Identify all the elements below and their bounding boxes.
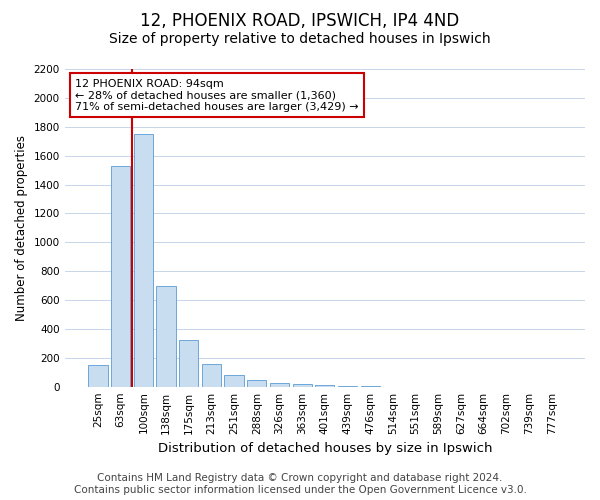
Y-axis label: Number of detached properties: Number of detached properties [15, 135, 28, 321]
X-axis label: Distribution of detached houses by size in Ipswich: Distribution of detached houses by size … [158, 442, 492, 455]
Text: Contains HM Land Registry data © Crown copyright and database right 2024.
Contai: Contains HM Land Registry data © Crown c… [74, 474, 526, 495]
Bar [202, 364, 221, 386]
Text: 12, PHOENIX ROAD, IPSWICH, IP4 4ND: 12, PHOENIX ROAD, IPSWICH, IP4 4ND [140, 12, 460, 30]
Text: Size of property relative to detached houses in Ipswich: Size of property relative to detached ho… [109, 32, 491, 46]
Bar [88, 365, 107, 386]
Bar [293, 384, 312, 386]
Bar [224, 375, 244, 386]
Bar [315, 385, 334, 386]
Bar [247, 380, 266, 386]
Bar [157, 286, 176, 386]
Bar [134, 134, 153, 386]
Bar [111, 166, 130, 386]
Bar [179, 340, 199, 386]
Text: 12 PHOENIX ROAD: 94sqm
← 28% of detached houses are smaller (1,360)
71% of semi-: 12 PHOENIX ROAD: 94sqm ← 28% of detached… [75, 78, 359, 112]
Bar [270, 383, 289, 386]
